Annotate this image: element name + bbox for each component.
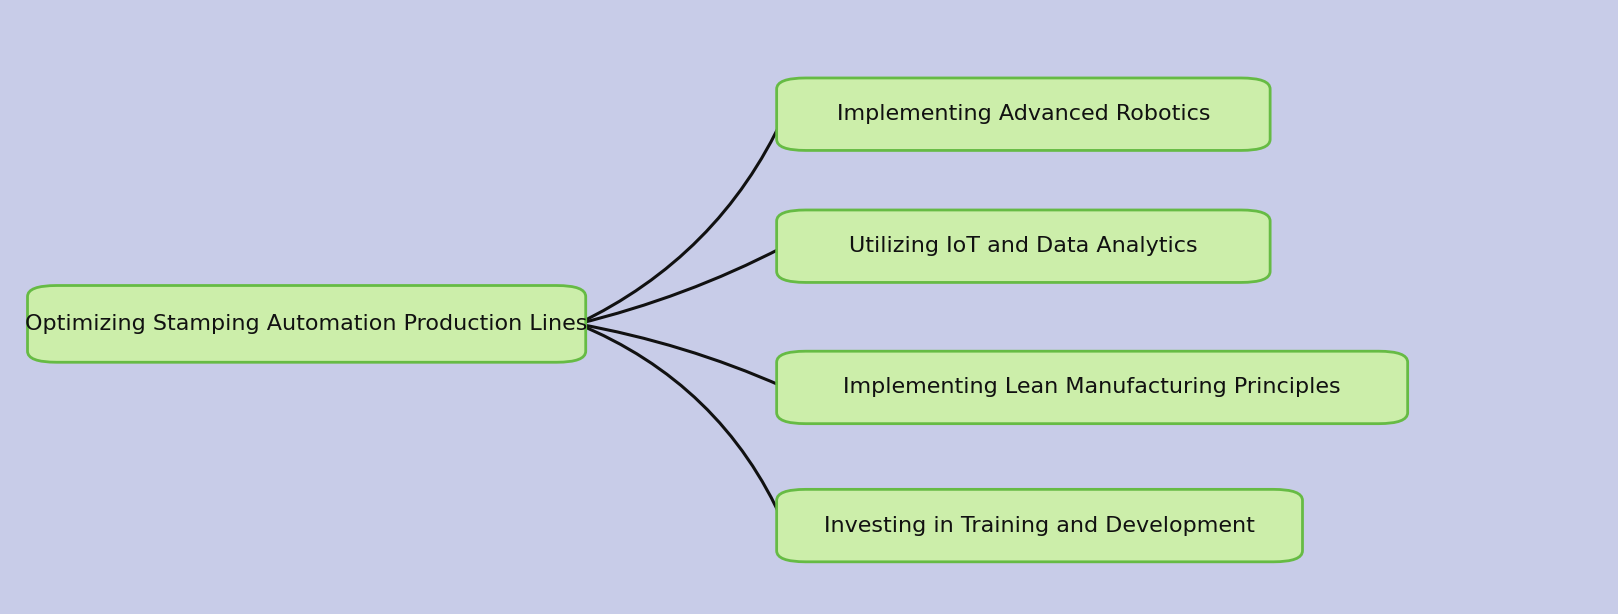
Text: Implementing Advanced Robotics: Implementing Advanced Robotics	[837, 104, 1210, 124]
FancyArrowPatch shape	[578, 324, 783, 386]
FancyBboxPatch shape	[28, 286, 586, 362]
FancyArrowPatch shape	[578, 117, 783, 324]
FancyBboxPatch shape	[777, 210, 1270, 282]
FancyBboxPatch shape	[777, 351, 1408, 424]
FancyArrowPatch shape	[578, 324, 783, 523]
Text: Implementing Lean Manufacturing Principles: Implementing Lean Manufacturing Principl…	[843, 378, 1341, 397]
Text: Utilizing IoT and Data Analytics: Utilizing IoT and Data Analytics	[849, 236, 1197, 256]
Text: Investing in Training and Development: Investing in Training and Development	[824, 516, 1256, 535]
Text: Optimizing Stamping Automation Production Lines: Optimizing Stamping Automation Productio…	[26, 314, 587, 334]
FancyArrowPatch shape	[578, 247, 783, 324]
FancyBboxPatch shape	[777, 489, 1302, 562]
FancyBboxPatch shape	[777, 78, 1270, 150]
